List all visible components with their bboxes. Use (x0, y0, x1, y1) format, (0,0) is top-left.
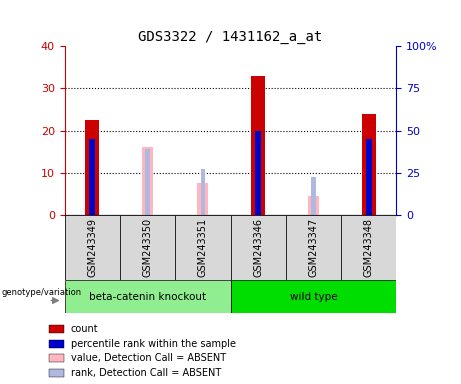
Bar (255, 131, 261, 215)
Bar (308, 196, 319, 215)
Text: value, Detection Call = ABSENT: value, Detection Call = ABSENT (71, 353, 226, 364)
Bar (197, 184, 208, 215)
Bar (65, 280, 230, 313)
Bar (201, 169, 205, 215)
Bar (65, 215, 120, 280)
Text: genotype/variation: genotype/variation (1, 288, 82, 297)
Bar (230, 215, 286, 280)
Bar (142, 147, 153, 215)
Bar (145, 149, 150, 215)
Bar (230, 280, 396, 313)
Bar (120, 215, 175, 280)
Bar (49, 354, 64, 362)
Bar (89, 139, 95, 215)
Text: count: count (71, 324, 99, 334)
Text: GSM243351: GSM243351 (198, 218, 208, 277)
Text: beta-catenin knockout: beta-catenin knockout (89, 291, 206, 302)
Bar (341, 215, 396, 280)
Bar (362, 114, 376, 215)
Title: GDS3322 / 1431162_a_at: GDS3322 / 1431162_a_at (138, 30, 323, 44)
Bar (85, 120, 99, 215)
Bar (49, 340, 64, 348)
Text: rank, Detection Call = ABSENT: rank, Detection Call = ABSENT (71, 368, 221, 378)
Bar (251, 76, 265, 215)
Bar (175, 215, 230, 280)
Bar (49, 369, 64, 377)
Bar (366, 139, 372, 215)
Bar (311, 177, 316, 215)
Text: GSM243349: GSM243349 (87, 218, 97, 277)
Text: percentile rank within the sample: percentile rank within the sample (71, 339, 236, 349)
Text: GSM243350: GSM243350 (142, 218, 153, 277)
Bar (286, 215, 341, 280)
Text: GSM243348: GSM243348 (364, 218, 374, 277)
Text: wild type: wild type (290, 291, 337, 302)
Bar (49, 325, 64, 333)
Text: GSM243346: GSM243346 (253, 218, 263, 277)
Text: GSM243347: GSM243347 (308, 218, 319, 277)
